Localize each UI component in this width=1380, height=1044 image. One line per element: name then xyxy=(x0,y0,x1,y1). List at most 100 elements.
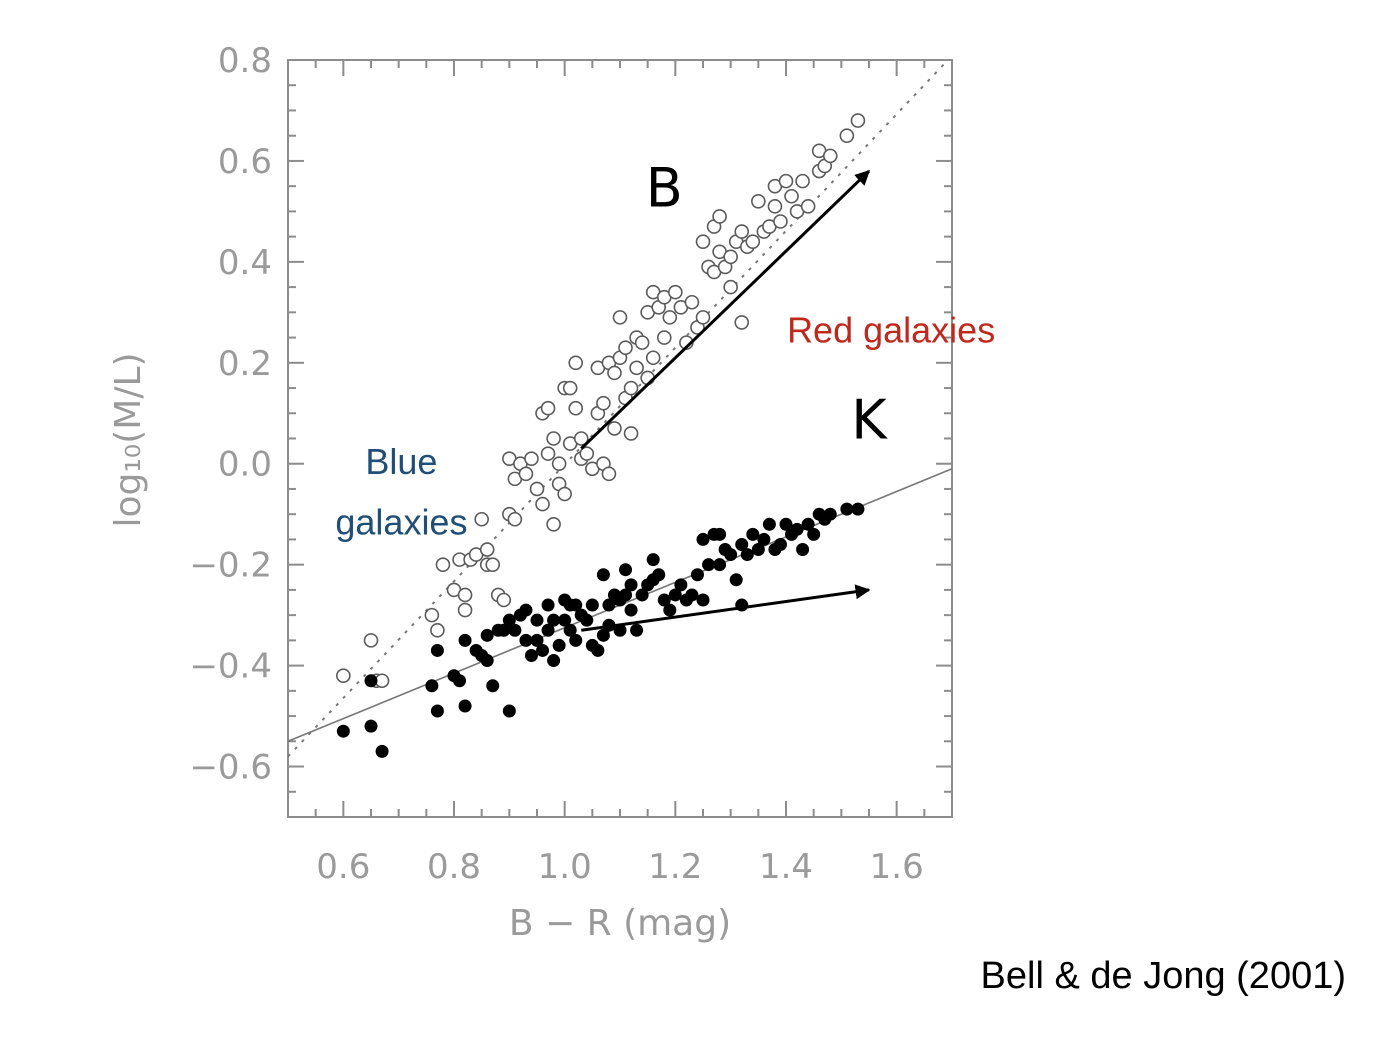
b-band-data-point xyxy=(724,250,737,263)
blue-galaxies-label-line2: galaxies xyxy=(335,501,467,542)
b-band-data-point xyxy=(558,488,571,501)
k-band-data-point xyxy=(625,578,638,591)
b-band-data-point xyxy=(536,498,549,511)
b-band-data-point xyxy=(486,558,499,571)
y-tick-label: 0.4 xyxy=(218,243,272,283)
k-band-data-point xyxy=(851,503,864,516)
b-band-data-point xyxy=(685,296,698,309)
k-band-data-point xyxy=(553,639,566,652)
citation-credit: Bell & de Jong (2001) xyxy=(981,955,1346,997)
k-band-data-point xyxy=(547,614,560,627)
y-tick-label: −0.4 xyxy=(189,647,272,687)
b-band-data-point xyxy=(824,149,837,162)
k-band-data-point xyxy=(807,528,820,541)
y-tick-label: 0.8 xyxy=(218,41,272,81)
k-band-data-point xyxy=(486,679,499,692)
y-tick-labels: 0.8 0.6 0.4 0.2 0.0 −0.2 −0.4 −0.6 xyxy=(189,41,272,788)
k-band-data-point xyxy=(791,523,804,536)
b-band-data-point xyxy=(365,634,378,647)
b-band-data-point xyxy=(608,366,621,379)
x-tick-label: 0.8 xyxy=(427,847,481,887)
b-band-data-point xyxy=(459,588,472,601)
k-band-data-point xyxy=(425,679,438,692)
k-band-data-point xyxy=(840,503,853,516)
y-tick-label: −0.6 xyxy=(189,748,272,788)
k-band-data-point xyxy=(691,568,704,581)
b-band-data-point xyxy=(851,114,864,127)
k-band-data-point xyxy=(713,558,726,571)
k-band-data-point xyxy=(431,644,444,657)
k-band-data-point xyxy=(453,674,466,687)
b-band-data-point xyxy=(531,482,544,495)
b-band-data-point xyxy=(697,311,710,324)
k-band-data-point xyxy=(459,634,472,647)
b-band-data-point xyxy=(547,432,560,445)
b-band-data-point xyxy=(724,281,737,294)
k-band-data-point xyxy=(508,624,521,637)
b-band-data-point xyxy=(752,195,765,208)
y-tick-label: 0.2 xyxy=(218,344,272,384)
b-band-data-point xyxy=(337,669,350,682)
b-band-data-point xyxy=(608,422,621,435)
b-band-data-point xyxy=(785,190,798,203)
blue-galaxies-label-line1: Blue xyxy=(365,441,437,482)
k-band-data-point xyxy=(481,654,494,667)
y-tick-label: 0.6 xyxy=(218,142,272,182)
x-tick-label: 1.0 xyxy=(538,847,592,887)
b-band-data-point xyxy=(669,286,682,299)
b-band-data-point xyxy=(735,225,748,238)
k-band-data-point xyxy=(763,518,776,531)
k-band-data-point xyxy=(697,593,710,606)
red-galaxies-label: Red galaxies xyxy=(787,310,995,351)
b-band-data-point xyxy=(525,452,538,465)
k-band-data-point xyxy=(525,649,538,662)
k-band-data-point xyxy=(663,604,676,617)
k-band-data-point xyxy=(757,533,770,546)
k-band-data-point xyxy=(376,745,389,758)
b-band-data-point xyxy=(597,397,610,410)
b-band-data-point xyxy=(768,200,781,213)
k-band-data-point xyxy=(547,654,560,667)
k-band-data-point xyxy=(459,699,472,712)
b-band-data-point xyxy=(636,336,649,349)
k-band-data-point xyxy=(586,599,599,612)
y-axis-label: log₁₀(M/L) xyxy=(108,352,149,527)
k-band-data-point xyxy=(746,528,759,541)
k-band-data-point xyxy=(542,599,555,612)
b-band-data-point xyxy=(625,382,638,395)
x-tick-labels: 0.6 0.8 1.0 1.2 1.4 1.6 xyxy=(316,847,923,887)
b-band-data-point xyxy=(542,447,555,460)
x-tick-label: 1.2 xyxy=(648,847,702,887)
b-band-data-point xyxy=(840,129,853,142)
band-label-k: K xyxy=(851,389,888,452)
b-band-data-point xyxy=(481,543,494,556)
k-band-data-point xyxy=(724,548,737,561)
k-band-data-point xyxy=(337,725,350,738)
b-band-data-point xyxy=(647,351,660,364)
b-band-data-point xyxy=(547,518,560,531)
k-band-data-point xyxy=(531,614,544,627)
b-band-data-point xyxy=(619,341,632,354)
k-band-data-point xyxy=(630,624,643,637)
b-band-data-point xyxy=(663,311,676,324)
k-band-data-point xyxy=(652,568,665,581)
k-band-data-point xyxy=(697,533,710,546)
x-tick-label: 1.4 xyxy=(759,847,813,887)
b-band-data-point xyxy=(459,604,472,617)
k-band-data-point xyxy=(519,634,532,647)
b-band-data-point xyxy=(625,427,638,440)
k-band-data-point xyxy=(713,528,726,541)
x-tick-label: 1.6 xyxy=(870,847,924,887)
b-band-data-point xyxy=(497,593,510,606)
k-band-data-point xyxy=(674,578,687,591)
k-band-data-point xyxy=(365,674,378,687)
b-band-data-point xyxy=(569,356,582,369)
k-band-data-point xyxy=(481,629,494,642)
b-band-data-point xyxy=(519,467,532,480)
b-band-data-point xyxy=(475,513,488,526)
b-band-data-point xyxy=(431,624,444,637)
k-band-data-point xyxy=(741,548,754,561)
b-band-data-point xyxy=(796,175,809,188)
b-band-data-point xyxy=(508,513,521,526)
